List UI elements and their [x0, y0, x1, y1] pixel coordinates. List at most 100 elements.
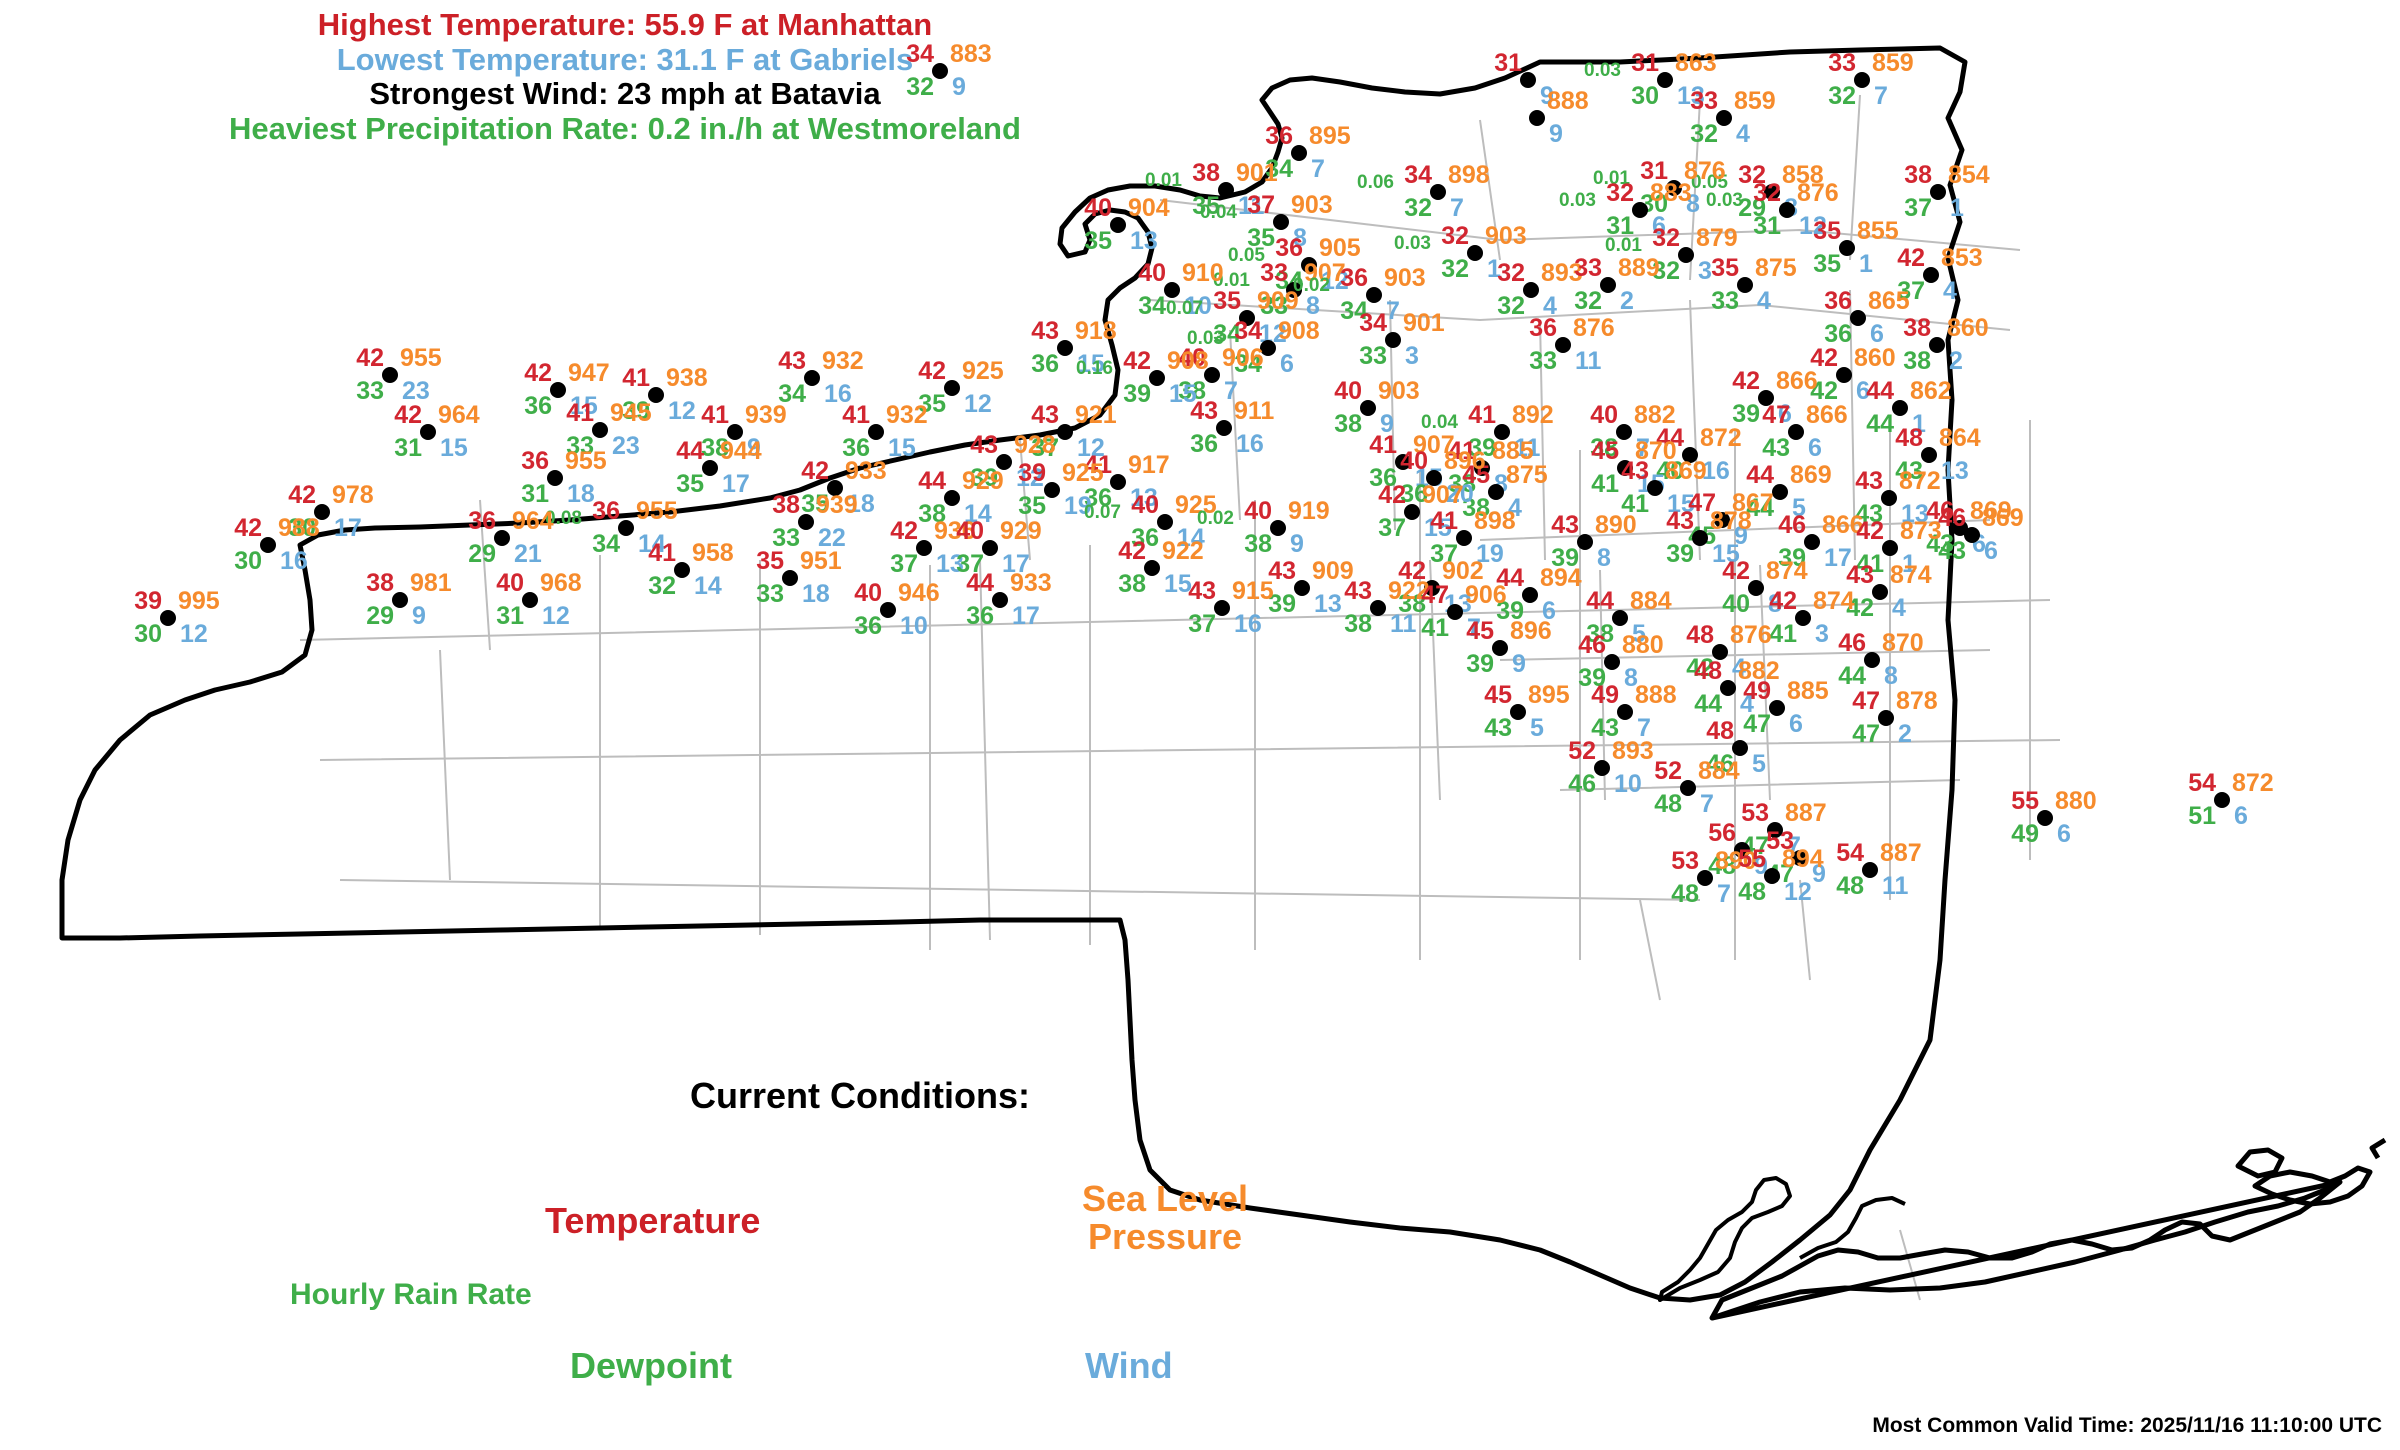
station-temperature: 47	[1421, 581, 1449, 609]
station-dot-icon	[1657, 72, 1673, 88]
station-wind: 3	[1815, 620, 1829, 648]
station-dot-icon	[1456, 530, 1472, 546]
strongest-wind-line: Strongest Wind: 23 mph at Batavia	[369, 76, 881, 112]
station-sea-level-pressure: 911	[1234, 397, 1275, 425]
station-wind: 14	[638, 530, 666, 558]
station-dot-icon	[1881, 490, 1897, 506]
station-dewpoint: 36	[524, 392, 552, 420]
station-wind: 13	[1130, 484, 1158, 512]
station-dot-icon	[1239, 310, 1255, 326]
station-sea-level-pressure: 866	[1806, 401, 1848, 429]
station-dewpoint: 46	[1568, 770, 1596, 798]
station-temperature: 38	[1904, 161, 1932, 189]
station-wind: 11	[1390, 610, 1417, 638]
station-wind: 8	[1686, 190, 1700, 218]
station-wind: 13	[1314, 590, 1342, 618]
station-dot-icon	[1044, 482, 1060, 498]
station-dewpoint: 38	[1244, 530, 1272, 558]
station-rain-rate: 0.05	[1228, 245, 1265, 266]
station-temperature: 40	[1244, 497, 1272, 525]
station-sea-level-pressure: 936	[934, 517, 976, 545]
station-temperature: 32	[1497, 259, 1525, 287]
station-wind: 19	[1476, 540, 1504, 568]
station-dot-icon	[1260, 340, 1276, 356]
station-sea-level-pressure: 854	[1948, 161, 1990, 189]
station-wind: 15	[1667, 490, 1695, 518]
legend-title: Current Conditions:	[690, 1075, 1030, 1116]
station-dewpoint: 35	[1247, 224, 1275, 252]
station-wind: 9	[1812, 860, 1826, 888]
station-temperature: 33	[1690, 87, 1718, 115]
station-sea-level-pressure: 903	[1485, 222, 1527, 250]
station-sea-level-pressure: 964	[512, 507, 554, 535]
station-sea-level-pressure: 981	[410, 569, 452, 597]
station-wind: 8	[1597, 544, 1611, 572]
station-dewpoint: 48	[1671, 880, 1699, 908]
station-wind: 15	[1424, 514, 1452, 542]
station-sea-level-pressure: 918	[1075, 317, 1117, 345]
station-wind: 17	[1002, 550, 1030, 578]
state-outline	[59, 45, 1968, 1303]
station-dot-icon	[1273, 214, 1289, 230]
station-dewpoint: 33	[356, 377, 384, 405]
station-wind: 15	[1169, 380, 1197, 408]
station-dot-icon	[1769, 700, 1785, 716]
station-sea-level-pressure: 910	[1182, 259, 1224, 287]
station-wind: 8	[1884, 662, 1898, 690]
station-dot-icon	[1366, 287, 1382, 303]
station-dot-icon	[1370, 600, 1386, 616]
station-wind: 12	[1016, 464, 1044, 492]
heaviest-precipitation-line: Heaviest Precipitation Rate: 0.2 in./h a…	[229, 111, 1021, 147]
station-dot-icon	[1404, 504, 1420, 520]
station-rain-rate: 0.08	[545, 508, 582, 529]
station-wind: 17	[1012, 602, 1040, 630]
station-wind: 4	[1757, 287, 1771, 315]
station-dewpoint: 46	[1706, 750, 1734, 778]
station-dewpoint: 29	[366, 602, 394, 630]
station-sea-level-pressure: 866	[1776, 367, 1818, 395]
station-dewpoint: 29	[468, 540, 496, 568]
station-temperature: 42	[1769, 587, 1797, 615]
station-temperature: 42	[1398, 557, 1426, 585]
station-wind: 17	[1824, 544, 1852, 572]
station-sea-level-pressure: 887	[1880, 839, 1922, 867]
station-temperature: 44	[1586, 587, 1614, 615]
station-temperature: 42	[394, 401, 422, 429]
station-temperature: 32	[1738, 161, 1766, 189]
station-dewpoint: 35	[1192, 192, 1220, 220]
station-wind: 11	[1575, 347, 1602, 375]
station-dewpoint: 39	[1732, 400, 1760, 428]
station-wind: 2	[1949, 347, 1963, 375]
station-sea-level-pressure: 909	[1257, 287, 1299, 315]
station-sea-level-pressure: 876	[1797, 179, 1839, 207]
station-dot-icon	[1748, 580, 1764, 596]
station-wind: 18	[847, 490, 875, 518]
station-temperature: 34	[1404, 161, 1432, 189]
station-wind: 16	[280, 547, 308, 575]
station-wind: 11	[1514, 434, 1541, 462]
station-sea-level-pressure: 922	[1162, 537, 1204, 565]
station-dot-icon	[1850, 310, 1866, 326]
station-temperature: 42	[288, 481, 316, 509]
station-rain-rate: 0.16	[1076, 358, 1113, 379]
station-temperature: 38	[366, 569, 394, 597]
station-wind: 7	[1224, 377, 1238, 405]
station-wind: 21	[514, 540, 542, 568]
station-temperature: 41	[648, 539, 676, 567]
station-wind: 7	[1874, 82, 1888, 110]
station-temperature: 33	[1574, 254, 1602, 282]
station-sea-level-pressure: 906	[1465, 581, 1507, 609]
station-dot-icon	[1294, 580, 1310, 596]
station-sea-level-pressure: 883	[950, 40, 992, 68]
station-wind: 15	[570, 392, 598, 420]
station-dot-icon	[160, 610, 176, 626]
station-wind: 6	[1984, 537, 1998, 565]
station-temperature: 43	[1031, 401, 1059, 429]
station-dot-icon	[1737, 277, 1753, 293]
station-rain-rate: 0.03	[1187, 328, 1224, 349]
legend-temperature: Temperature	[545, 1200, 761, 1241]
station-temperature: 36	[521, 447, 549, 475]
station-dewpoint: 37	[1378, 514, 1406, 542]
station-dot-icon	[827, 480, 843, 496]
highest-temperature-line: Highest Temperature: 55.9 F at Manhattan	[317, 7, 933, 42]
